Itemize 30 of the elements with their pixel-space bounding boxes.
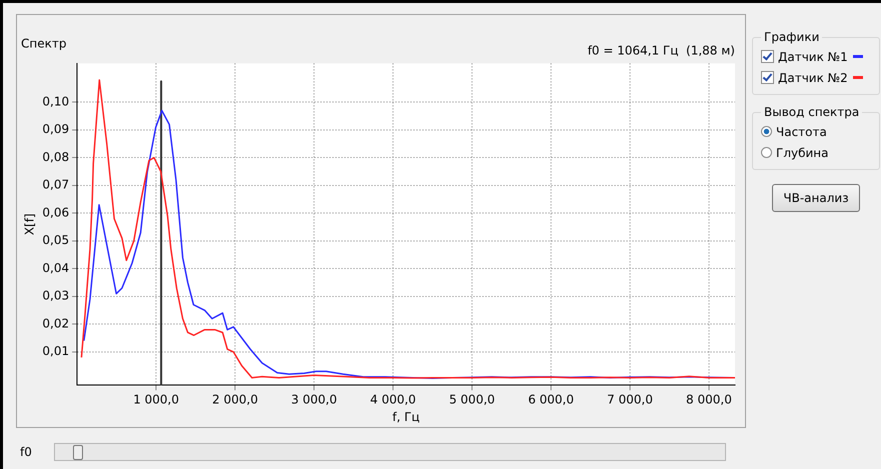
y-tick-label: 0,08: [42, 150, 70, 164]
x-tick-label: 3 000,0: [291, 392, 337, 407]
x-tick-label: 5 000,0: [449, 392, 495, 407]
y-tick-label: 0,01: [42, 344, 70, 358]
text: ЧВ-анализ: [772, 184, 860, 212]
y-tick-label: 0,05: [42, 233, 70, 248]
y-tick-label: 0,09: [42, 122, 70, 136]
x-tick-label: 2 000,0: [212, 392, 258, 407]
x-tick-label: 6 000,0: [528, 392, 574, 407]
x-tick-label: 8 000,0: [686, 392, 732, 407]
text: f0: [20, 445, 32, 459]
y-tick-label: 0,03: [42, 288, 70, 303]
y-tick-label: 0,04: [42, 260, 70, 275]
text: Частота: [776, 124, 827, 138]
y-tick-label: 0,02: [42, 316, 70, 330]
legend-title: Графики: [763, 30, 820, 44]
x-tick-label: 7 000,0: [607, 392, 653, 407]
x-tick-label: 4 000,0: [370, 392, 416, 407]
y-tick-label: 0,10: [42, 94, 70, 108]
y-tick-label: 0,07: [42, 178, 70, 192]
text: Глубина: [776, 146, 828, 160]
text: Датчик №2: [778, 70, 848, 84]
text: Датчик №1: [778, 50, 848, 64]
text: Вывод спектра: [763, 105, 860, 119]
x-tick-label: 1 000,0: [133, 392, 179, 407]
y-tick-label: 0,06: [42, 205, 70, 220]
chart-title: Спектр: [21, 36, 66, 50]
text: f0 = 1064,1 Гц (1,88 м): [588, 44, 735, 58]
y-axis-title: X[f]: [22, 213, 36, 236]
x-axis-title: f, Гц: [392, 410, 420, 424]
